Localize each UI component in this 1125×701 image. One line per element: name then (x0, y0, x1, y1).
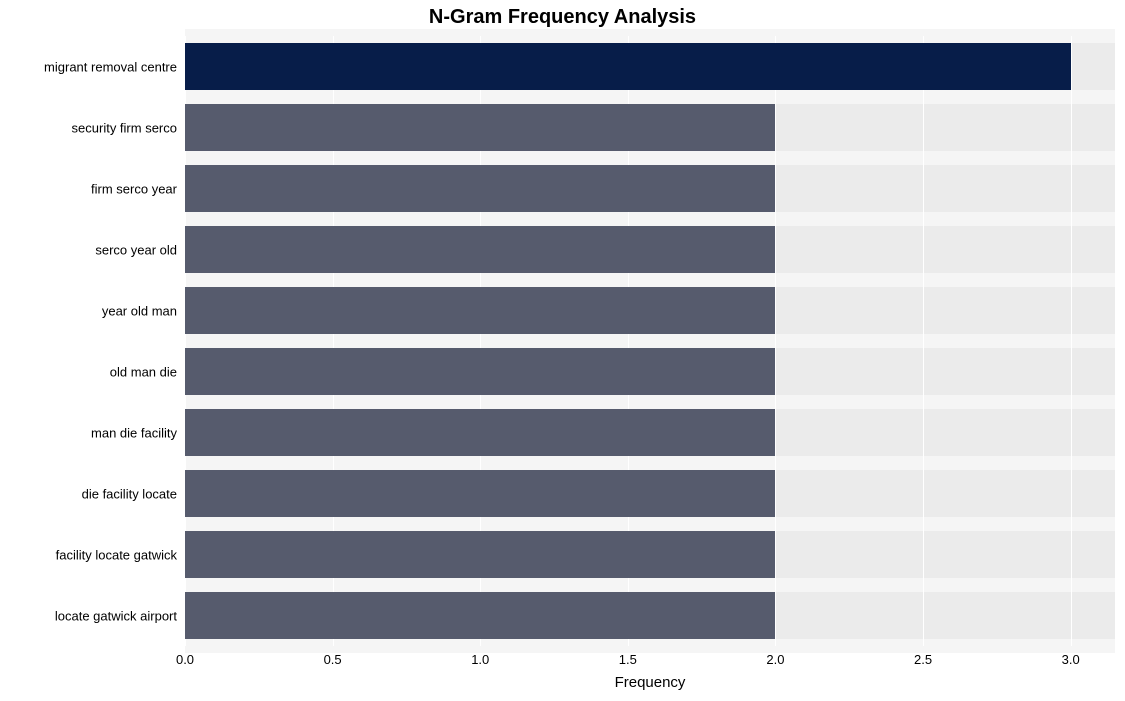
row-band (185, 639, 1115, 653)
row-band (185, 212, 1115, 226)
x-tick-label: 2.5 (914, 652, 932, 667)
row-band (185, 334, 1115, 348)
y-tick-label: migrant removal centre (44, 59, 177, 74)
row-band (185, 273, 1115, 287)
bar (185, 104, 775, 151)
y-tick-label: facility locate gatwick (56, 547, 177, 562)
bar (185, 531, 775, 578)
row-band (185, 456, 1115, 470)
row-band (185, 151, 1115, 165)
row-band (185, 517, 1115, 531)
y-tick-label: locate gatwick airport (55, 608, 177, 623)
bar (185, 287, 775, 334)
x-gridline (1071, 36, 1072, 646)
x-tick-label: 1.0 (471, 652, 489, 667)
x-tick-label: 0.5 (324, 652, 342, 667)
y-tick-label: old man die (110, 364, 177, 379)
plot-area: Frequency migrant removal centresecurity… (185, 36, 1115, 646)
x-tick-label: 1.5 (619, 652, 637, 667)
x-tick-label: 2.0 (766, 652, 784, 667)
y-tick-label: serco year old (95, 242, 177, 257)
row-band (185, 578, 1115, 592)
bar (185, 165, 775, 212)
bar (185, 226, 775, 273)
bar (185, 409, 775, 456)
x-tick-label: 3.0 (1062, 652, 1080, 667)
y-tick-label: security firm serco (72, 120, 177, 135)
row-band (185, 395, 1115, 409)
bar (185, 470, 775, 517)
bar (185, 348, 775, 395)
ngram-frequency-chart: N-Gram Frequency Analysis Frequency migr… (0, 0, 1125, 701)
y-tick-label: firm serco year (91, 181, 177, 196)
row-band (185, 29, 1115, 43)
x-gridline (775, 36, 776, 646)
bar (185, 43, 1071, 90)
row-band (185, 90, 1115, 104)
y-tick-label: man die facility (91, 425, 177, 440)
y-tick-label: year old man (102, 303, 177, 318)
chart-title: N-Gram Frequency Analysis (0, 6, 1125, 29)
x-tick-label: 0.0 (176, 652, 194, 667)
x-gridline (923, 36, 924, 646)
x-axis-label: Frequency (615, 674, 686, 691)
y-tick-label: die facility locate (82, 486, 177, 501)
bar (185, 592, 775, 639)
